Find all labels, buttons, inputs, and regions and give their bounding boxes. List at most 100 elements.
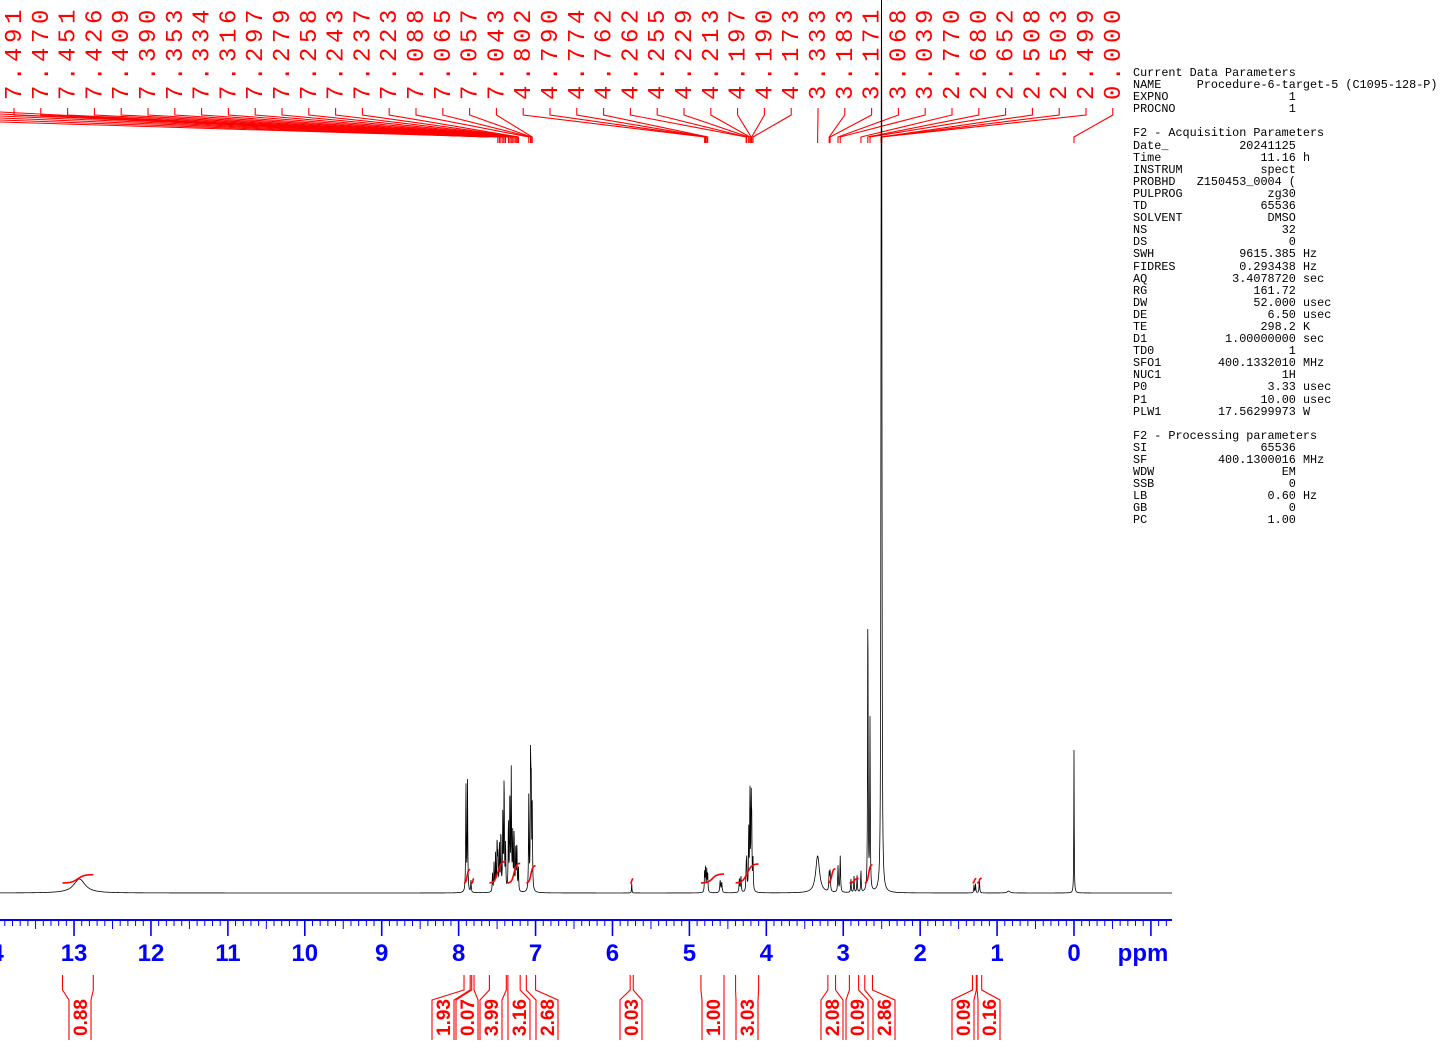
parameter-row: SSB 0 [1133,478,1437,490]
parameter-row: DS 0 [1133,236,1437,248]
axis-tick-label: 9 [375,940,388,967]
parameter-name: FIDRES [1133,259,1176,274]
parameter-row: Time 11.16 h [1133,152,1437,164]
peak-labels: 7.491 7.470 7.451 7.426 7.409 7.390 7.353 7.334… [0,5,1128,143]
parameter-value: 20241125 [1239,138,1296,153]
parameter-row: PULPROG zg30 [1133,188,1437,200]
parameter-name: DS [1133,235,1148,250]
integral-curve [976,877,983,884]
integral-label: 0.88 [61,975,94,1040]
integral-bracket [981,975,1001,1040]
integral-curve [735,863,759,884]
peak-connector [495,108,533,143]
integral-value: 1.93 [434,999,455,1036]
integral-label: 0.07 [455,975,479,1040]
parameter-value: 0.293438 [1239,259,1296,274]
parameter-value: 52.000 [1253,295,1296,310]
parameter-name: PULPROG [1133,186,1183,201]
parameter-unit: sec [1302,332,1325,347]
integral-value: 1.00 [704,999,725,1036]
parameter-value: 6.50 [1267,307,1296,322]
axis-tick-label: 4 [760,940,774,967]
parameter-unit: MHz [1302,356,1325,371]
integral-curve [700,873,724,884]
integral-label: 1.93 [431,975,471,1040]
parameter-name: SF [1133,453,1148,467]
parameter-name: SSB [1133,477,1155,492]
parameter-value: zg30 [1267,186,1296,201]
peak-label: 7.426 [82,5,109,100]
peak-label: 4.774 [565,5,592,100]
integral-bracket [619,975,631,1040]
integral-curve [464,868,471,884]
parameter-value: 161.72 [1253,283,1296,298]
peak-connector [442,108,532,143]
peak-label: 7.491 [2,5,29,100]
integral-bracket [525,975,537,1040]
parameter-row: NAME Procedure-6-target-5 (C1095-128-P) [1133,79,1437,91]
parameter-value: 1.00 [1267,513,1296,528]
parameter-row: SF 400.1300016 MHz [1133,454,1437,466]
parameter-value: 1.00000000 [1225,332,1296,347]
parameter-value: 0 [1288,235,1296,250]
peak-connector [120,108,505,143]
peak-label: 7.065 [431,5,458,100]
integral-bracket [973,975,977,1040]
parameter-row: Date_ 20241125 [1133,140,1437,152]
parameter-value: Z150453_0004 ( [1196,174,1296,189]
parameter-row: SI 65536 [1133,442,1437,454]
peak-label: 7.043 [484,5,511,100]
parameter-name: P0 [1133,380,1148,395]
axis-tick-label: 1 [990,940,1003,967]
parameter-value: 65536 [1260,199,1296,214]
parameter-row: TD0 1 [1133,345,1437,357]
integral-bracket [473,975,479,1040]
peak-connector [254,108,514,143]
parameter-unit: Hz [1302,489,1318,504]
integral-label: 1.00 [700,975,725,1040]
integral-bracket [455,975,473,1040]
peak-connector [308,108,517,143]
integral-bracket [871,975,896,1040]
parameter-name: D1 [1133,332,1148,347]
peak-label: 3.039 [913,5,940,100]
parameter-row: PLW1 17.56299973 W [1133,406,1437,418]
peak-label: 7.353 [163,5,190,100]
peak-connector [388,108,519,143]
parameter-value: 1H [1281,368,1296,383]
peak-label: 4.762 [592,5,619,100]
parameter-unit: sec [1302,271,1325,286]
parameter-name: PLW1 [1133,404,1162,419]
integral-bracket [90,975,94,1040]
axis-tick-label: 4 [0,940,4,967]
peak-connector [683,108,750,143]
peak-connector [0,121,490,138]
peak-label: 2.508 [1020,5,1047,100]
parameter-row: SWH 9615.385 Hz [1133,248,1437,260]
parameter-value: 3.33 [1267,380,1296,395]
parameter-row: PROCNO 1 [1133,103,1437,115]
parameter-name: EXPNO [1133,90,1169,105]
peak-label: 4.190 [752,5,779,100]
integral-label: 3.03 [735,975,760,1040]
parameter-name: NAME [1133,78,1162,93]
integral-label: 0.16 [976,975,1001,1040]
parameter-name: DE [1133,307,1148,322]
parameter-row: EXPNO 1 [1133,91,1437,103]
parameter-value: 32 [1281,223,1296,238]
peak-connector [839,108,926,143]
peak-connector [752,108,792,143]
peak-label: 7.470 [29,5,56,100]
parameter-name: LB [1133,489,1148,504]
peak-label: 4.213 [699,5,726,100]
parameter-value: 10.00 [1260,392,1296,407]
peak-label: 2.503 [1047,5,1074,100]
integral-value: 2.86 [875,999,896,1036]
peak-connector [837,108,899,143]
integral-curve [972,877,977,884]
peak-connector [881,108,1087,143]
parameter-row: AQ 3.4078720 sec [1133,273,1437,285]
integral-curve [62,873,94,884]
parameter-value: 298.2 [1260,319,1296,334]
parameter-name: RG [1133,283,1148,298]
